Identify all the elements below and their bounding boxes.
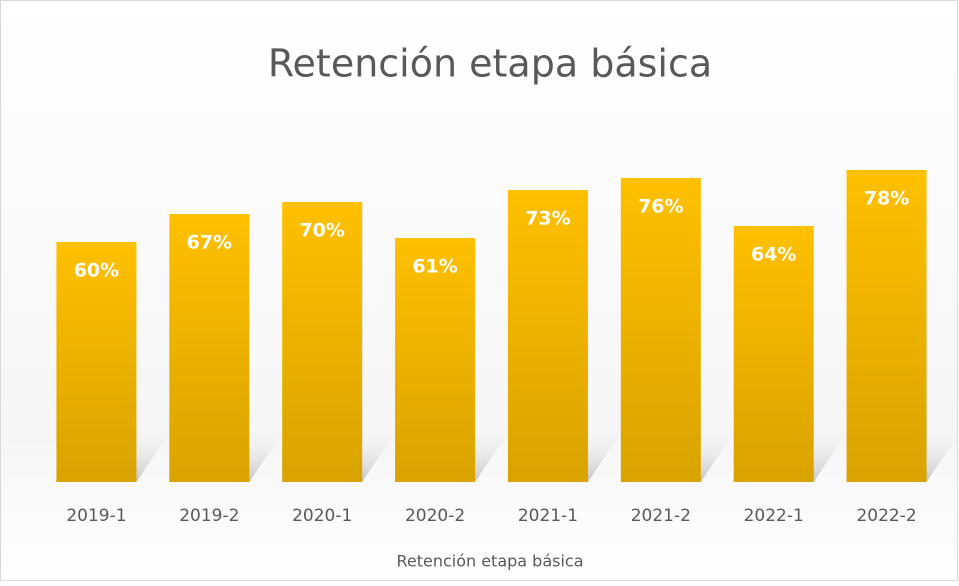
bar: [395, 238, 476, 482]
chart-title: Retención etapa básica: [268, 42, 712, 86]
data-label: 70%: [299, 220, 344, 242]
bar: [169, 214, 250, 482]
data-label: 64%: [751, 244, 796, 266]
bar: [733, 226, 814, 482]
bar: [56, 242, 137, 482]
x-tick-label: 2019-2: [179, 506, 239, 526]
bar: [507, 190, 588, 482]
data-label: 78%: [864, 188, 909, 210]
bar: [620, 178, 701, 482]
x-tick-label: 2022-1: [744, 506, 804, 526]
data-label: 67%: [187, 232, 232, 254]
bar: [846, 170, 927, 482]
x-tick-label: 2020-1: [292, 506, 352, 526]
x-tick-label: 2020-2: [405, 506, 465, 526]
data-label: 73%: [525, 208, 570, 230]
x-tick-label: 2019-1: [66, 506, 126, 526]
x-tick-label: 2021-2: [631, 506, 691, 526]
bar: [282, 202, 363, 482]
data-label: 76%: [638, 196, 683, 218]
data-label: 61%: [412, 256, 457, 278]
data-label: 60%: [74, 260, 119, 282]
x-tick-label: 2022-2: [856, 506, 916, 526]
x-tick-label: 2021-1: [518, 506, 578, 526]
x-axis-label: Retención etapa básica: [396, 552, 583, 571]
